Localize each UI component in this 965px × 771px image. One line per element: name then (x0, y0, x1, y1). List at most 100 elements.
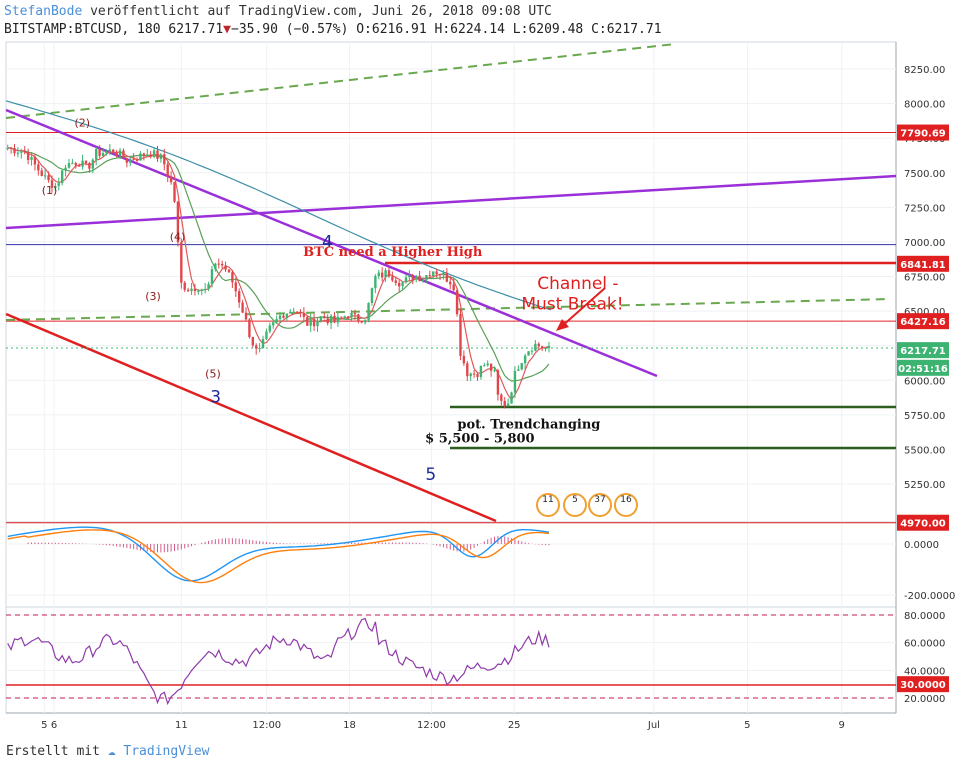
candle-body (275, 319, 278, 323)
candle-body (302, 313, 306, 317)
candle-body (43, 175, 47, 177)
candle-body (129, 158, 132, 163)
chart-annotation: 4 (322, 232, 333, 252)
candle-body (183, 282, 186, 290)
time-axis-label: 25 (508, 720, 521, 731)
candle-body (527, 351, 530, 356)
candle-body (272, 322, 275, 326)
price-tag-bg (897, 514, 949, 531)
candle-body (26, 151, 30, 160)
candle-body (346, 316, 350, 318)
price-tag-label: 7790.69 (900, 129, 946, 140)
candle-body (169, 176, 173, 183)
price-tags: 7790.69 6841.81 6427.16 6217.71 02:51:16 4970… (897, 124, 949, 693)
candle-body (176, 201, 180, 243)
candle-body (268, 325, 272, 332)
candle-body (309, 319, 312, 326)
candle-body (350, 313, 353, 318)
candle-body (50, 180, 54, 188)
chart-header-line-2: BITSTAMP:BTCUSD, 180 6217.71▼−35.90 (−0.… (4, 22, 662, 37)
candle-body (489, 363, 493, 371)
candle-body (466, 363, 469, 377)
candle-body (193, 288, 197, 292)
candle-body (299, 311, 302, 314)
candle-body (357, 314, 360, 322)
price-tag-bg (897, 255, 949, 272)
candles (6, 143, 551, 409)
candle-body (513, 370, 517, 393)
candle-body (292, 311, 295, 313)
candle-body (278, 315, 282, 320)
price-tag-bg (897, 676, 949, 693)
down-arrow-icon: ▼ (223, 22, 231, 37)
candle-body (316, 320, 319, 327)
candle-body (397, 282, 401, 287)
event-badges[interactable]: 11 5 37 16 (536, 493, 638, 517)
event-badge-icon (536, 493, 560, 517)
author-name[interactable]: StefanBode (4, 4, 83, 19)
grid (6, 42, 896, 713)
candle-body (377, 272, 380, 277)
macd-axis-label: 0.0000 (904, 540, 939, 551)
candle-body (163, 154, 166, 165)
close-value: C:6217.71 (591, 22, 662, 37)
time-axis-label: 12:00 (417, 720, 446, 731)
candle-body (84, 160, 88, 164)
tradingview-link[interactable]: TradingView (123, 744, 210, 759)
candle-body (523, 355, 527, 364)
candle-body (333, 315, 336, 323)
chart-annotation: Channel - (537, 274, 618, 294)
candle-body (98, 148, 101, 156)
candle-body (306, 316, 309, 326)
price-axis-label: 6750.00 (904, 273, 945, 284)
open-value: O:6216.91 (356, 22, 427, 37)
candle-body (462, 355, 466, 364)
candle-body (152, 150, 156, 157)
price-tag-label: 6841.81 (900, 260, 946, 271)
candle-body (517, 369, 520, 371)
time-axis[interactable]: 5 6 11 12:00 18 12:00 25 Jul 5 9 (41, 720, 845, 731)
symbol-label[interactable]: BITSTAMP:BTCUSD, 180 (4, 22, 161, 37)
candle-body (197, 290, 200, 292)
macd-indicator (7, 526, 550, 584)
candle-body (391, 276, 394, 281)
candle-body (149, 154, 152, 157)
published-info: veröffentlicht auf TradingView.com, Juni… (90, 4, 552, 19)
candle-body (374, 276, 377, 289)
candle-body (425, 275, 428, 280)
purple-rising-trendline (5, 174, 897, 230)
candle-body (449, 281, 452, 285)
price-axis-label: 5250.00 (904, 480, 945, 491)
candle-body (540, 346, 544, 349)
candle-body (421, 279, 425, 282)
candle-body (33, 156, 37, 165)
candle-body (360, 321, 363, 323)
candle-body (139, 153, 142, 161)
horizontal-levels (6, 132, 896, 524)
candle-body (438, 274, 442, 276)
chart-annotation: $ 5,500 - 5,800 (425, 432, 534, 447)
candle-body (135, 159, 139, 161)
candle-body (23, 151, 26, 153)
event-badge-count: 5 (572, 495, 578, 505)
candle-body (248, 319, 251, 338)
candle-body (190, 288, 193, 292)
candle-body (20, 151, 23, 153)
low-value: L:6209.48 (512, 22, 584, 37)
candle-body (81, 160, 84, 167)
channel-arrow (560, 287, 606, 328)
candle-body (227, 269, 231, 273)
candle-body (486, 363, 489, 366)
candle-body (54, 185, 57, 188)
event-badge-icon (563, 493, 587, 517)
candle-body (282, 315, 285, 318)
price-tag-label: 4970.00 (900, 519, 946, 530)
candle-body (237, 291, 241, 303)
price-axis-label: 6500.00 (904, 307, 945, 318)
price-axis[interactable]: 8250.008000.007750.007500.007250.007000.… (904, 65, 955, 705)
candle-body (231, 272, 234, 283)
candle-body (186, 289, 190, 292)
candle-body (16, 152, 20, 154)
candle-body (255, 345, 258, 349)
